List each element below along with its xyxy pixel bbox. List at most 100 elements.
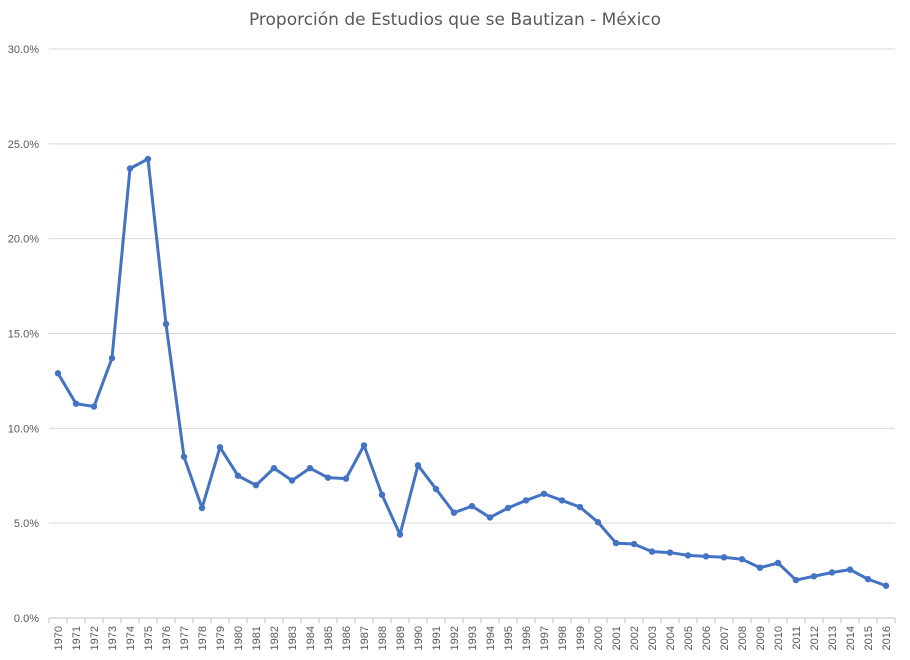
gridlines — [48, 48, 896, 623]
data-point — [576, 503, 584, 511]
y-tick-label: 20.0% — [8, 234, 39, 246]
y-tick-label: 30.0% — [8, 44, 39, 56]
data-point — [504, 504, 512, 512]
data-point — [234, 472, 242, 479]
x-tick-label: 1980 — [233, 626, 245, 650]
x-tick-label: 2016 — [881, 626, 893, 650]
data-point — [792, 576, 800, 584]
x-tick-label: 1989 — [395, 626, 407, 650]
data-point — [396, 531, 404, 538]
y-tick-label: 5.0% — [14, 518, 39, 530]
x-tick-label: 1992 — [449, 626, 461, 650]
data-point — [738, 556, 746, 563]
data-point — [810, 573, 818, 580]
x-tick-label: 1987 — [359, 626, 371, 650]
x-tick-label: 1982 — [269, 626, 281, 650]
x-tick-label: 1970 — [53, 626, 65, 650]
x-tick-label: 1973 — [107, 626, 119, 650]
data-point — [252, 482, 260, 489]
data-point — [378, 491, 386, 498]
x-tick-label: 2002 — [629, 626, 641, 650]
x-tick-label: 2003 — [647, 626, 659, 650]
x-tick-label: 1971 — [71, 626, 83, 650]
x-tick-label: 2014 — [845, 626, 857, 650]
x-tick-label: 1975 — [143, 626, 155, 650]
data-point — [126, 165, 134, 172]
data-point — [612, 539, 620, 547]
x-axis-ticks: 1970 1971 1972 1973 1974 1975 1976 1977 1978 1979… — [53, 626, 893, 650]
data-point — [846, 566, 854, 573]
y-tick-label: 25.0% — [8, 139, 39, 151]
x-tick-label: 2015 — [863, 626, 875, 650]
data-point — [90, 403, 98, 410]
data-point — [270, 464, 278, 472]
x-tick-label: 1999 — [575, 626, 587, 650]
data-point — [108, 354, 116, 362]
x-tick-label: 1991 — [431, 626, 443, 650]
data-point — [162, 320, 170, 328]
data-point — [540, 490, 548, 497]
data-point — [468, 502, 476, 510]
data-point — [774, 559, 782, 567]
x-tick-label: 2012 — [809, 626, 821, 650]
x-tick-label: 1998 — [557, 626, 569, 650]
data-point — [414, 462, 422, 469]
chart-title: Proporción de Estudios que se Bautizan -… — [248, 10, 662, 30]
y-axis-ticks: 0.0% 5.0% 10.0% 15.0% 20.0% 25.0% 30.0% — [8, 44, 39, 625]
x-tick-label: 2010 — [773, 626, 785, 650]
data-point — [72, 400, 80, 407]
x-tick-label: 1986 — [341, 626, 353, 650]
x-tick-label: 2008 — [737, 626, 749, 650]
x-tick-label: 2005 — [683, 626, 695, 650]
y-tick-label: 0.0% — [14, 613, 39, 625]
data-point — [288, 477, 296, 484]
data-point — [180, 453, 188, 460]
data-point — [306, 464, 314, 472]
data-point — [144, 155, 152, 163]
x-tick-label: 1994 — [485, 626, 497, 650]
x-tick-label: 2011 — [791, 626, 803, 650]
x-tick-label: 1997 — [539, 626, 551, 650]
data-point — [54, 370, 62, 377]
data-point — [216, 444, 224, 451]
data-point — [198, 504, 206, 512]
x-tick-label: 1976 — [161, 626, 173, 650]
data-point — [558, 497, 566, 504]
data-point — [486, 514, 494, 521]
x-tick-label: 1977 — [179, 626, 191, 650]
x-tick-label: 1981 — [251, 626, 263, 650]
x-tick-label: 1988 — [377, 626, 389, 650]
x-tick-label: 2009 — [755, 626, 767, 650]
x-tick-label: 2004 — [665, 626, 677, 650]
series-line — [56, 157, 888, 588]
x-tick-label: 2001 — [611, 626, 623, 650]
data-point — [864, 575, 872, 583]
x-tick-label: 1974 — [125, 626, 137, 650]
data-point — [702, 553, 710, 560]
data-point — [648, 548, 656, 555]
y-tick-label: 15.0% — [8, 329, 39, 341]
data-point — [882, 582, 890, 589]
data-point — [360, 442, 368, 449]
x-tick-label: 1983 — [287, 626, 299, 650]
data-point — [450, 509, 458, 516]
x-tick-label: 1984 — [305, 626, 317, 650]
x-tick-label: 1996 — [521, 626, 533, 650]
x-tick-label: 1985 — [323, 626, 335, 650]
data-point — [666, 549, 674, 556]
data-point — [324, 474, 332, 481]
x-tick-label: 1995 — [503, 626, 515, 650]
x-tick-label: 1979 — [215, 626, 227, 650]
data-point — [684, 552, 692, 559]
data-point — [432, 485, 440, 493]
data-point — [342, 475, 350, 482]
data-point — [720, 554, 728, 561]
x-tick-label: 2013 — [827, 626, 839, 650]
x-tick-label: 2000 — [593, 626, 605, 650]
data-point — [594, 519, 602, 526]
x-tick-label: 2006 — [701, 626, 713, 650]
x-tick-label: 1990 — [413, 626, 425, 650]
x-tick-label: 1993 — [467, 626, 479, 650]
